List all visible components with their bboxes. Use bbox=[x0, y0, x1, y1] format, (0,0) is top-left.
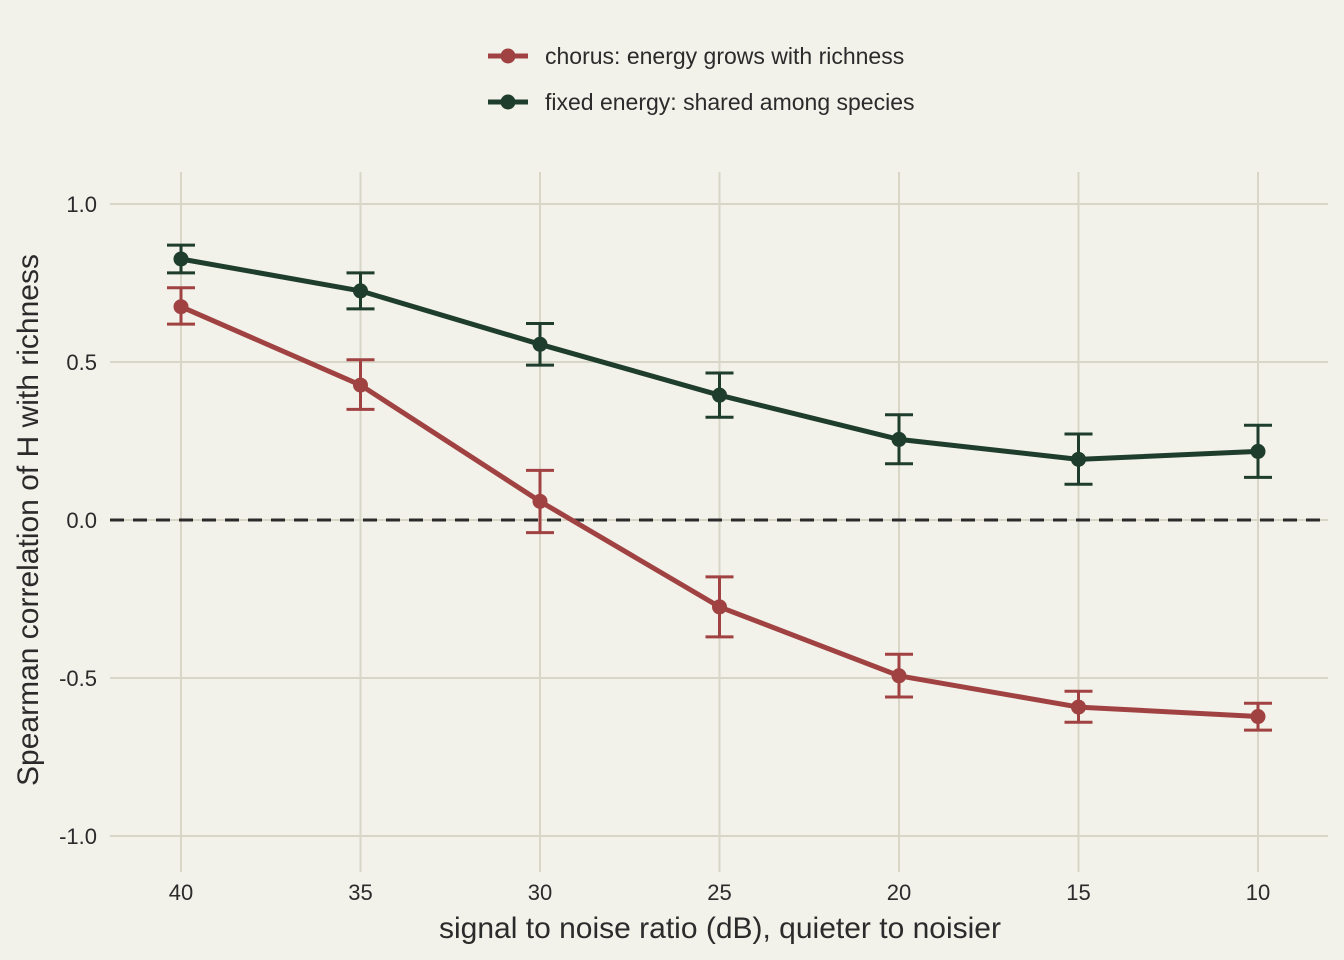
series-layer bbox=[167, 243, 1272, 732]
y-tick-label: 1.0 bbox=[66, 192, 97, 217]
series-1 bbox=[167, 286, 1272, 732]
data-point bbox=[712, 387, 727, 403]
data-point bbox=[353, 283, 368, 299]
legend-label: chorus: energy grows with richness bbox=[545, 43, 904, 69]
series-2 bbox=[167, 243, 1272, 486]
x-tick-label: 40 bbox=[169, 880, 193, 905]
data-point bbox=[1250, 709, 1266, 725]
x-axis-title: signal to noise ratio (dB), quieter to n… bbox=[439, 912, 1001, 945]
x-tick-label: 20 bbox=[887, 880, 911, 905]
data-point bbox=[891, 431, 907, 447]
y-axis-ticks: 1.0 0.5 0.0 -0.5 -1.0 bbox=[59, 192, 97, 849]
legend-item-1: chorus: energy grows with richness bbox=[488, 43, 904, 69]
legend-item-2: fixed energy: shared among species bbox=[488, 89, 915, 115]
y-tick-label: 0.5 bbox=[66, 350, 97, 375]
y-tick-label: 0.0 bbox=[66, 508, 97, 533]
data-point bbox=[532, 493, 548, 509]
data-point bbox=[173, 251, 189, 267]
y-tick-label: -0.5 bbox=[59, 666, 97, 691]
data-point bbox=[1071, 699, 1086, 715]
x-tick-label: 35 bbox=[348, 880, 372, 905]
x-tick-label: 10 bbox=[1246, 880, 1270, 905]
data-point bbox=[1250, 443, 1266, 459]
x-axis-ticks: 40 35 30 25 20 15 10 bbox=[169, 880, 1270, 905]
data-point bbox=[712, 599, 727, 615]
x-tick-label: 30 bbox=[528, 880, 552, 905]
data-point bbox=[891, 668, 907, 684]
data-point bbox=[1071, 451, 1086, 467]
legend-swatch-marker bbox=[500, 94, 516, 110]
y-tick-label: -1.0 bbox=[59, 824, 97, 849]
data-point bbox=[532, 336, 548, 352]
legend: chorus: energy grows with richness fixed … bbox=[488, 43, 915, 115]
x-tick-label: 15 bbox=[1066, 880, 1090, 905]
x-tick-label: 25 bbox=[707, 880, 731, 905]
y-axis-title: Spearman correlation of H with richness bbox=[12, 254, 45, 786]
legend-swatch-marker bbox=[500, 48, 516, 64]
data-point bbox=[173, 299, 189, 315]
legend-label: fixed energy: shared among species bbox=[545, 89, 915, 115]
data-point bbox=[353, 377, 368, 393]
